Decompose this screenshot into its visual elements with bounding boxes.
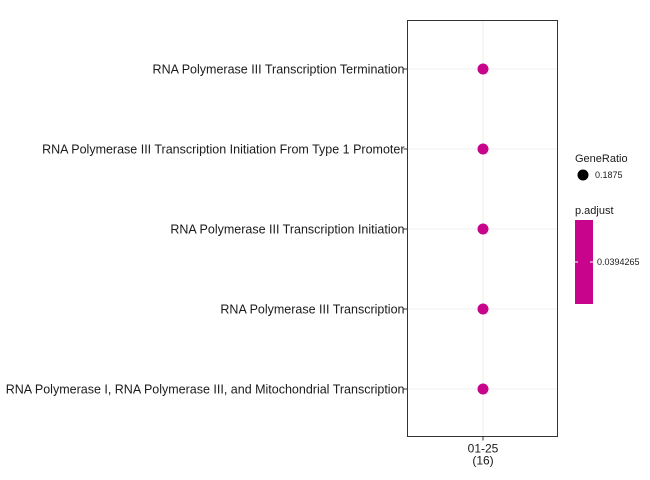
data-point bbox=[477, 63, 489, 75]
y-tick-label: RNA Polymerase I, RNA Polymerase III, an… bbox=[6, 383, 405, 397]
data-point bbox=[477, 303, 489, 315]
y-tick-label: RNA Polymerase III Transcription Initiat… bbox=[42, 143, 404, 157]
color-legend-bar bbox=[575, 220, 593, 304]
size-legend: GeneRatio 0.1875 bbox=[575, 153, 628, 181]
size-legend-key bbox=[577, 169, 589, 181]
data-point bbox=[477, 383, 489, 395]
x-axis: 01-25(16) bbox=[468, 436, 499, 468]
data-point bbox=[477, 143, 489, 155]
size-legend-label: 0.1875 bbox=[595, 170, 623, 180]
x-tick-count: (16) bbox=[472, 454, 493, 468]
y-tick-label: RNA Polymerase III Transcription Termina… bbox=[153, 63, 405, 77]
data-point bbox=[477, 223, 489, 235]
y-tick-label: RNA Polymerase III Transcription bbox=[220, 303, 404, 317]
size-legend-title: GeneRatio bbox=[575, 153, 628, 165]
data-points bbox=[477, 63, 489, 395]
color-legend-title: p.adjust bbox=[575, 205, 614, 217]
color-legend: p.adjust 0.0394265 bbox=[575, 205, 640, 304]
color-legend-label: 0.0394265 bbox=[597, 257, 640, 267]
y-axis: RNA Polymerase III Transcription Termina… bbox=[6, 63, 408, 397]
x-tick-label: 01-25 bbox=[468, 442, 499, 456]
y-tick-label: RNA Polymerase III Transcription Initiat… bbox=[170, 223, 404, 237]
